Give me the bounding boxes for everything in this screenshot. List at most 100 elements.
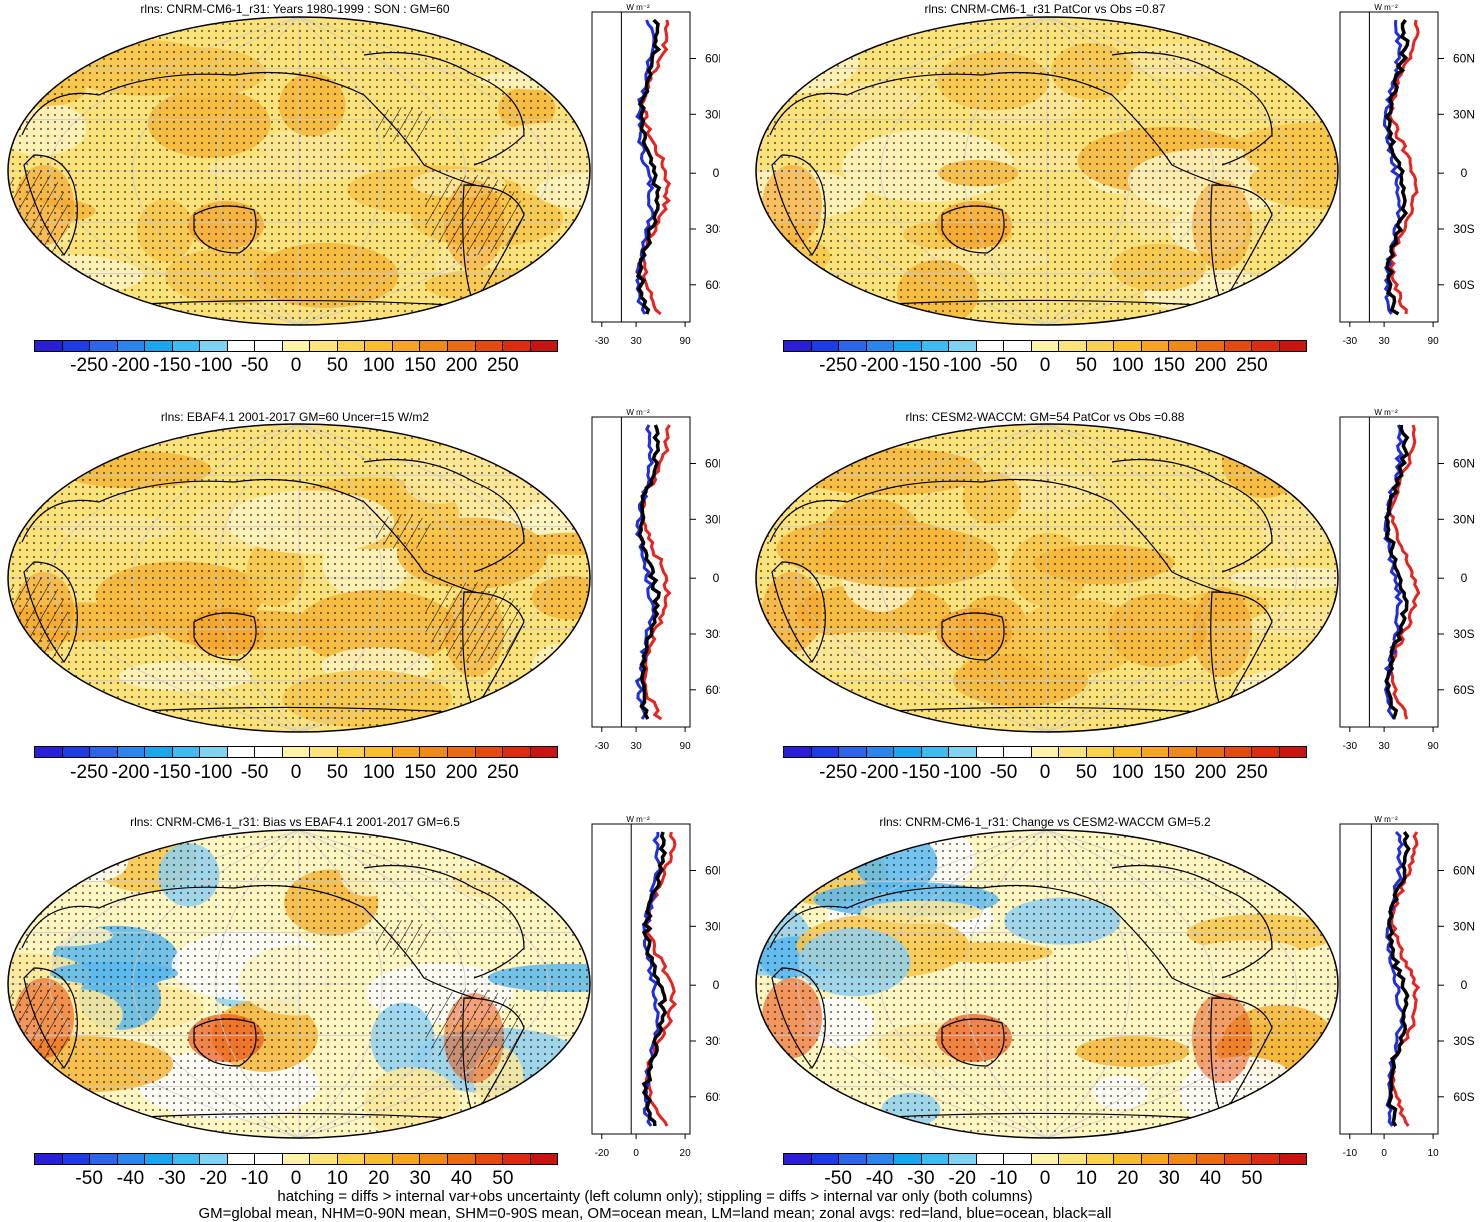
colorbar-swatch xyxy=(1114,747,1142,757)
zonal-all-line xyxy=(635,18,662,315)
colorbar-tick-label: 200 xyxy=(445,762,478,783)
zonal-frame xyxy=(1339,11,1439,323)
colorbar-tick-label: -50 xyxy=(824,1168,852,1189)
colorbar-tick-label: -100 xyxy=(194,355,233,376)
colorbar-swatch xyxy=(365,747,393,757)
colorbar-swatch xyxy=(447,341,476,351)
map xyxy=(7,829,591,1139)
colorbar-tick-label: -150 xyxy=(152,762,191,783)
colorbar-tick-label: -40 xyxy=(116,1168,145,1189)
panel-title: rlns: CNRM-CM6-1_r31: Change vs CESM2-WA… xyxy=(879,815,1211,829)
y-tick-label: 30N xyxy=(705,919,720,933)
colorbar-swatch xyxy=(1059,341,1087,351)
x-tick-label: 30 xyxy=(631,336,643,347)
colorbar-swatch xyxy=(503,1154,531,1164)
colorbar-tick-label: 50 xyxy=(1075,355,1097,376)
colorbar-swatch xyxy=(255,747,283,757)
colorbar-swatch xyxy=(172,747,201,757)
x-tick-label: -30 xyxy=(1343,336,1358,347)
colorbar-swatch xyxy=(172,1154,201,1164)
colorbar-swatch xyxy=(90,747,118,757)
y-tick-label: 0 xyxy=(1461,978,1468,992)
colorbar-swatch xyxy=(1031,747,1060,757)
colorbar-swatch xyxy=(1059,1154,1087,1164)
map xyxy=(7,16,591,326)
colorbar-tick-label: -50 xyxy=(989,762,1018,783)
colorbar-swatch xyxy=(35,747,63,757)
colorbar-swatch xyxy=(365,341,393,351)
colorbar-tick-label: 50 xyxy=(1241,1168,1263,1189)
y-tick-label: 30N xyxy=(1453,919,1475,933)
colorbar-labels: -50 -40 -30 -20 -10 0 10 20 30 40 50 xyxy=(783,1168,1307,1190)
units-label: W m⁻² xyxy=(626,815,650,824)
colorbar-swatch xyxy=(530,341,558,351)
colorbar-swatch xyxy=(976,341,1005,351)
zonal-all-line xyxy=(1384,18,1410,316)
colorbar-tick-label: 100 xyxy=(362,762,395,783)
colorbar-swatch xyxy=(62,341,91,351)
colorbar-swatch xyxy=(1279,341,1307,351)
stippling xyxy=(8,830,590,1138)
map-outline xyxy=(7,423,591,733)
zonal-frame xyxy=(591,11,691,323)
y-tick-label: 60S xyxy=(705,683,720,697)
colorbar-swatch xyxy=(200,747,228,757)
colorbar-swatch xyxy=(1141,747,1170,757)
colorbar-swatch xyxy=(117,341,146,351)
stippling xyxy=(8,424,590,732)
zonal-mean-plot: W m⁻² 60N 30N 0 30S 60S -10 0 10 xyxy=(1339,815,1475,1159)
colorbar-swatch xyxy=(1141,341,1170,351)
colorbar-swatch xyxy=(784,341,812,351)
x-tick-label: -30 xyxy=(1343,741,1358,752)
map xyxy=(755,16,1339,326)
colorbar-swatch xyxy=(35,341,63,351)
colorbar-swatch xyxy=(310,1154,338,1164)
colorbar-swatch xyxy=(475,341,504,351)
colorbar-swatch xyxy=(255,1154,283,1164)
y-tick-label: 60S xyxy=(1453,278,1474,292)
colorbar-swatch xyxy=(866,1154,895,1164)
colorbar-tick-label: 10 xyxy=(1075,1168,1097,1189)
y-tick-label: 0 xyxy=(713,978,720,992)
colorbar-tick-label: 0 xyxy=(1039,1168,1051,1189)
colorbar-swatch xyxy=(447,747,476,757)
y-tick-label: 0 xyxy=(1461,571,1468,585)
colorbar-swatch xyxy=(172,341,201,351)
hatching xyxy=(424,582,524,662)
colorbar-swatch xyxy=(976,1154,1005,1164)
colorbar-tick-label: 200 xyxy=(1194,355,1227,376)
colorbar-labels: -250 -200 -150 -100 -50 0 50 100 150 200 250 xyxy=(34,762,558,784)
colorbar-tick-label: 200 xyxy=(1194,762,1227,783)
colorbar-swatch xyxy=(420,747,448,757)
y-tick-label: 30N xyxy=(705,512,720,526)
colorbar-swatch xyxy=(1279,747,1307,757)
colorbar-tick-label: -250 xyxy=(70,355,109,376)
map-outline xyxy=(755,829,1339,1139)
colorbar-swatch xyxy=(1031,1154,1060,1164)
colorbar-tick-label: 40 xyxy=(450,1168,473,1189)
colorbar-tick-label: -250 xyxy=(819,355,858,376)
colorbar-swatch xyxy=(475,747,504,757)
panel-title: rlns: CESM2-WACCM: GM=54 PatCor vs Obs =… xyxy=(905,410,1185,424)
colorbar-swatch xyxy=(949,341,977,351)
y-tick-label: 30N xyxy=(1453,107,1475,121)
colorbar-swatch xyxy=(1252,747,1280,757)
colorbar-swatch xyxy=(227,747,256,757)
colorbar-swatch xyxy=(145,747,173,757)
colorbar-tick-label: -100 xyxy=(943,355,982,376)
units-label: W m⁻² xyxy=(1374,3,1398,12)
colorbar-tick-label: 250 xyxy=(1235,762,1268,783)
colorbar-swatch xyxy=(365,1154,393,1164)
colorbar-tick-label: 100 xyxy=(1111,355,1144,376)
colorbar-swatch xyxy=(337,341,366,351)
colorbar-swatch xyxy=(200,341,228,351)
colorbar xyxy=(34,746,558,758)
colorbar-tick-label: -150 xyxy=(901,355,940,376)
x-tick-label: 0 xyxy=(1381,1148,1387,1159)
zonal-mean-plot: W m⁻² 60N 30N 0 30S 60S -20 0 20 xyxy=(591,815,720,1159)
y-tick-label: 60N xyxy=(705,864,720,878)
colorbar-swatch xyxy=(1059,747,1087,757)
colorbar-labels: -250 -200 -150 -100 -50 0 50 100 150 200 250 xyxy=(783,355,1307,377)
colorbar-swatch xyxy=(392,1154,421,1164)
y-tick-label: 30S xyxy=(1453,1034,1474,1048)
